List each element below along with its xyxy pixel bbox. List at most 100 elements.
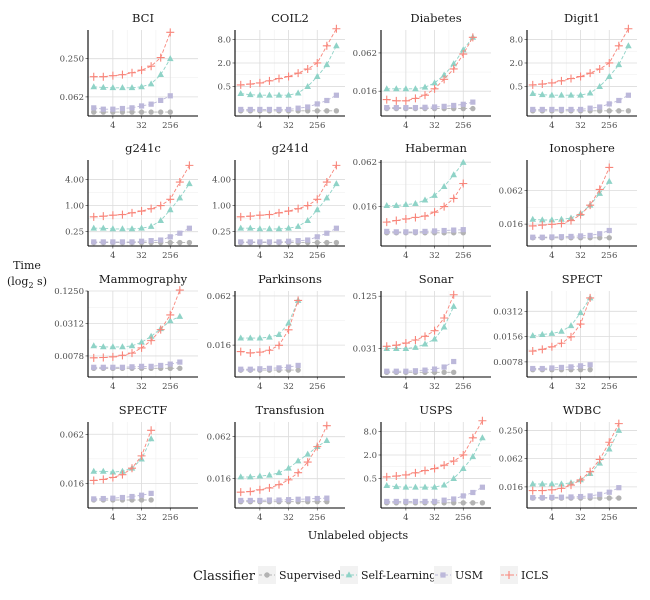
series-icls	[236, 421, 331, 497]
data-point-icls	[567, 481, 575, 490]
data-point-icls	[567, 216, 575, 225]
gridlines	[235, 422, 345, 508]
data-point-self-learning	[237, 90, 245, 97]
y-tick-label: 0.016	[207, 341, 231, 351]
y-tick-label: 0.016	[60, 479, 84, 489]
series-line-usm	[386, 229, 464, 233]
panel-title: COIL2	[271, 11, 309, 25]
data-point-self-learning	[285, 224, 292, 231]
data-point-icls	[576, 210, 585, 219]
data-point-self-learning	[100, 83, 107, 90]
x-tick-label: 256	[455, 513, 471, 523]
data-point-self-learning	[166, 206, 174, 213]
data-point-icls	[614, 41, 623, 50]
data-point-icls	[118, 70, 127, 79]
data-point-self-learning	[459, 158, 467, 165]
data-point-self-learning	[431, 335, 438, 342]
series-usm	[91, 359, 183, 370]
axes	[380, 291, 491, 378]
data-point-usm	[167, 361, 173, 367]
panel-digit1: 4 32 256 0.5 2.0 8.0 Digit1	[509, 11, 637, 131]
data-point-self-learning	[548, 329, 556, 336]
data-point-icls	[332, 161, 341, 170]
data-point-usm	[119, 239, 126, 245]
y-tick-label: 2.0	[363, 451, 377, 461]
data-point-usm	[451, 496, 457, 502]
data-point-usm	[158, 97, 164, 104]
data-point-icls	[265, 346, 274, 355]
series-self-learning	[529, 294, 594, 339]
data-point-supervised	[167, 109, 173, 115]
data-point-usm	[119, 364, 126, 370]
series-self-learning	[237, 42, 340, 98]
data-point-self-learning	[266, 333, 273, 340]
x-tick-label: 256	[162, 382, 178, 392]
series-self-learning	[90, 435, 155, 475]
y-tick-label: 8.0	[509, 35, 523, 45]
legend-marker-usm	[440, 572, 446, 578]
data-point-self-learning	[431, 191, 438, 198]
data-point-self-learning	[147, 80, 155, 87]
data-point-usm	[129, 105, 135, 111]
data-point-icls	[557, 339, 566, 348]
data-point-usm	[441, 364, 447, 370]
legend-marker-self-learning	[345, 571, 353, 578]
data-point-self-learning	[128, 84, 136, 91]
data-point-self-learning	[421, 83, 429, 90]
data-point-icls	[89, 476, 98, 485]
data-point-icls	[89, 72, 98, 81]
data-point-usm	[539, 106, 545, 113]
data-point-usm	[100, 106, 106, 112]
axes	[234, 160, 345, 247]
x-tick-label: 32	[283, 513, 294, 523]
x-tick-label: 32	[575, 251, 586, 261]
data-point-icls	[576, 475, 585, 484]
y-tick-label: 0.016	[207, 475, 231, 485]
data-point-self-learning	[412, 343, 419, 350]
data-point-self-learning	[586, 89, 594, 96]
data-point-icls	[108, 473, 117, 482]
series-line-self-learning	[386, 437, 483, 488]
data-point-icls	[468, 433, 477, 442]
series-icls	[382, 33, 477, 105]
data-point-usm	[568, 494, 574, 500]
data-point-usm	[606, 227, 612, 234]
data-point-usm	[148, 101, 154, 107]
series-usm	[238, 495, 330, 504]
data-point-usm	[295, 496, 301, 502]
panel-title: Diabetes	[410, 11, 461, 25]
series-usm	[384, 227, 466, 235]
data-point-icls	[557, 219, 566, 228]
data-point-icls	[430, 84, 439, 93]
data-point-supervised	[186, 239, 193, 246]
data-point-icls	[166, 310, 175, 319]
data-point-self-learning	[294, 89, 302, 96]
data-point-self-learning	[304, 217, 311, 224]
y-tick-label: 0.250	[60, 55, 84, 65]
data-point-self-learning	[558, 91, 565, 98]
data-point-usm	[314, 101, 320, 107]
data-point-self-learning	[605, 445, 613, 452]
data-point-icls	[459, 179, 468, 188]
data-point-usm	[577, 106, 584, 113]
data-point-supervised	[324, 108, 330, 114]
data-point-icls	[118, 351, 127, 360]
x-tick-label: 256	[309, 121, 325, 131]
series-self-learning	[237, 296, 302, 341]
data-point-usm	[470, 489, 476, 496]
data-point-supervised	[333, 239, 340, 246]
series-self-learning	[529, 426, 623, 487]
data-point-icls	[156, 53, 165, 62]
data-point-icls	[528, 221, 537, 230]
data-point-supervised	[177, 365, 183, 372]
data-point-self-learning	[450, 60, 457, 67]
panel-bci: 4 32 256 0.062 0.250 BCI	[60, 11, 198, 131]
data-point-usm	[549, 234, 555, 240]
legend-marker-icls	[505, 571, 513, 579]
data-point-icls	[137, 207, 146, 216]
data-point-usm	[460, 227, 466, 233]
data-point-self-learning	[529, 215, 537, 222]
gridlines	[235, 160, 345, 246]
data-point-self-learning	[275, 330, 283, 337]
data-point-usm	[295, 105, 301, 111]
